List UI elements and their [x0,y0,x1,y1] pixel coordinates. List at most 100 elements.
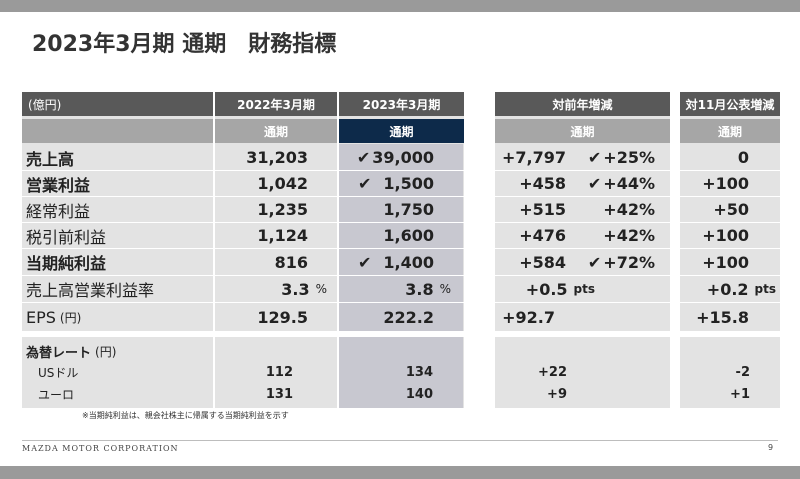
yoy-header: 対前年増減 [495,92,670,116]
nov-subheader: 通期 [680,119,780,143]
pts-unit: pts [754,282,776,296]
sales-yoy-pct: ✔ +25% [570,145,655,170]
row-label-ordinary-income: 経常利益 [26,201,91,221]
fy2023-highlight-column [339,144,463,331]
row-divider [22,170,464,171]
ordinary-income-nov: +50 [713,200,749,219]
row-divider [680,170,780,171]
net-income-yoy-pct: ✔ +72% [570,249,655,275]
pretax-income-yoy: +476 [519,226,566,245]
operating-margin-fy2022-value: 3.3 [281,279,310,299]
row-divider [22,196,464,197]
row-divider [22,248,464,249]
check-icon: ✔ [587,252,602,272]
sales-yoy: +7,797 [501,148,566,167]
fx-eur-yoy: +9 [547,386,567,402]
operating-margin-fy2022: 3.3% [215,276,327,302]
operating-margin-fy2023: 3.8% [339,276,451,302]
nov-header: 対11月公表増減 [680,92,780,116]
row-divider [495,275,670,276]
row-divider [495,196,670,197]
yen-unit: (円) [95,344,117,359]
operating-margin-yoy-value: +0.5 [525,279,568,299]
column-divider [337,92,339,408]
check-icon: ✔ [587,148,602,167]
section-gap-left [22,331,464,337]
pretax-income-nov: +100 [702,226,749,245]
operating-income-yoy-pct: ✔ +44% [570,171,655,196]
row-divider [495,222,670,223]
bottom-bar [0,466,800,479]
ordinary-income-yoy-pct: +42% [603,200,655,219]
check-icon: ✔ [357,252,372,272]
operating-income-yoy-pct-value: +44% [603,174,655,193]
ordinary-income-fy2023: 1,750 [383,200,434,219]
yoy-subheader: 通期 [495,119,670,143]
eps-fy2023: 222.2 [383,307,434,327]
row-divider [495,302,670,303]
fx-eur-fy2023: 140 [405,386,433,402]
fx-usd-fy2023: 134 [405,364,433,380]
row-divider [680,222,780,223]
label-subheader [22,119,213,143]
eps-fy2022: 129.5 [257,307,308,327]
row-divider [495,170,670,171]
footer-divider [22,440,778,441]
fx-usd-yoy: +22 [538,364,567,380]
operating-margin-fy2023-value: 3.8 [405,279,434,299]
row-label-net-income: 当期純利益 [26,254,107,273]
row-divider [680,302,780,303]
eps-label: EPS [26,307,56,327]
fx-usd-label: USドル [38,365,79,380]
percent-unit: % [439,282,451,296]
net-income-yoy: +584 [519,252,566,272]
fx-eur-label: ユーロ [38,387,75,402]
sales-fy2022: 31,203 [246,148,308,167]
operating-income-nov: +100 [702,174,749,193]
eps-nov: +15.8 [696,307,749,327]
operating-income-fy2022: 1,042 [257,174,308,193]
sales-fy2023-value: 39,000 [372,148,434,167]
net-income-nov: +100 [702,252,749,272]
operating-margin-yoy: +0.5 pts [495,276,595,302]
row-label-operating-income: 営業利益 [26,175,91,195]
operating-income-fy2023: ✔ 1,500 [339,171,434,196]
fx-eur-fy2022: 131 [265,386,293,402]
top-bar [0,0,800,12]
row-label-pretax-income: 税引前利益 [26,227,107,247]
row-divider [495,248,670,249]
fy2023-highlight-fx [339,337,463,408]
net-income-fy2022: 816 [274,252,308,272]
fy2023-header: 2023年3月期 [339,92,464,116]
row-label-operating-margin: 売上高営業利益率 [26,281,155,300]
ordinary-income-fy2022: 1,235 [257,200,308,219]
row-label-sales: 売上高 [26,149,75,169]
operating-income-fy2023-value: 1,500 [383,174,434,193]
pretax-income-fy2023: 1,600 [383,226,434,245]
row-divider [22,302,464,303]
row-divider [680,248,780,249]
fy2022-subheader: 通期 [215,119,337,143]
page-number: 9 [768,443,774,452]
yoy-panel [495,92,670,408]
yen-unit: (円) [59,310,82,325]
section-gap-nov [680,331,780,337]
unit-header: (億円) [22,92,213,116]
net-income-yoy-pct-value: +72% [603,252,655,272]
percent-unit: % [315,282,327,296]
sales-yoy-pct-value: +25% [603,148,655,167]
fy2022-header: 2022年3月期 [215,92,337,116]
row-label-eps: EPS (円) [26,303,81,331]
row-divider [680,275,780,276]
pretax-income-fy2022: 1,124 [257,226,308,245]
row-divider [22,222,464,223]
sales-nov: 0 [737,148,749,167]
sales-fy2023: ✔ 39,000 [339,145,434,170]
fx-section-label: 為替レート (円) [26,342,117,361]
fx-label: 為替レート [26,345,92,361]
check-icon: ✔ [357,174,372,193]
row-divider [22,275,464,276]
operating-margin-nov-value: +0.2 [706,279,749,299]
pts-unit: pts [573,282,595,296]
check-icon: ✔ [356,148,371,167]
